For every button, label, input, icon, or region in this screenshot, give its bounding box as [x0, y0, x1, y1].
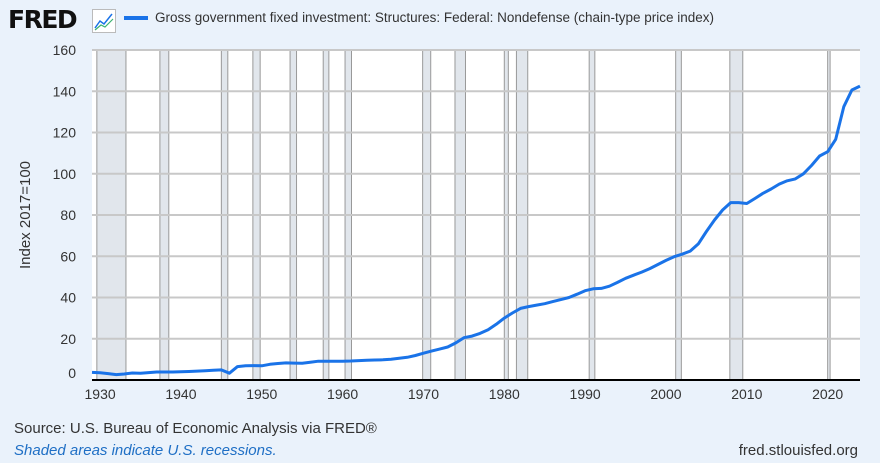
- x-tick-label: 1970: [408, 386, 439, 402]
- x-tick-label: 2010: [731, 386, 762, 402]
- x-tick-label: 1980: [489, 386, 520, 402]
- series-line: [91, 84, 861, 377]
- x-tick-label: 1990: [570, 386, 601, 402]
- x-tick-label: 1950: [246, 386, 277, 402]
- y-tick-label: 80: [60, 207, 76, 223]
- chart-line-icon[interactable]: [92, 9, 116, 33]
- y-tick-label: 40: [60, 290, 76, 306]
- y-axis-label: Index 2017=100: [17, 161, 34, 269]
- x-tick-label: 1960: [327, 386, 358, 402]
- y-tick-label: 0: [68, 365, 76, 381]
- source-text: Source: U.S. Bureau of Economic Analysis…: [14, 420, 377, 437]
- x-tick-label: 2020: [812, 386, 843, 402]
- y-tick-label: 120: [53, 125, 77, 141]
- gridlines: [92, 49, 860, 381]
- y-tick-label: 160: [53, 42, 77, 58]
- y-tick-label: 20: [60, 331, 76, 347]
- fred-logo[interactable]: FRED: [8, 5, 78, 34]
- legend: Gross government fixed investment: Struc…: [124, 10, 714, 25]
- x-tick-labels: 1930 1940 1950 1960 1970 1980 1990 2000 2010 2020: [85, 386, 844, 402]
- x-tick-label: 2000: [650, 386, 681, 402]
- legend-label: Gross government fixed investment: Struc…: [155, 10, 715, 25]
- y-tick-label: 140: [53, 83, 77, 99]
- fred-url[interactable]: fred.stlouisfed.org: [738, 442, 858, 459]
- recession-note: Shaded areas indicate U.S. recessions.: [14, 442, 277, 459]
- y-tick-label: 60: [60, 248, 76, 264]
- x-tick-label: 1940: [165, 386, 196, 402]
- y-tick-labels: 0 20 40 60 80 100 120 140 160: [53, 42, 77, 381]
- legend-swatch: [124, 15, 148, 20]
- y-tick-label: 100: [53, 166, 77, 182]
- x-tick-label: 1930: [85, 386, 116, 402]
